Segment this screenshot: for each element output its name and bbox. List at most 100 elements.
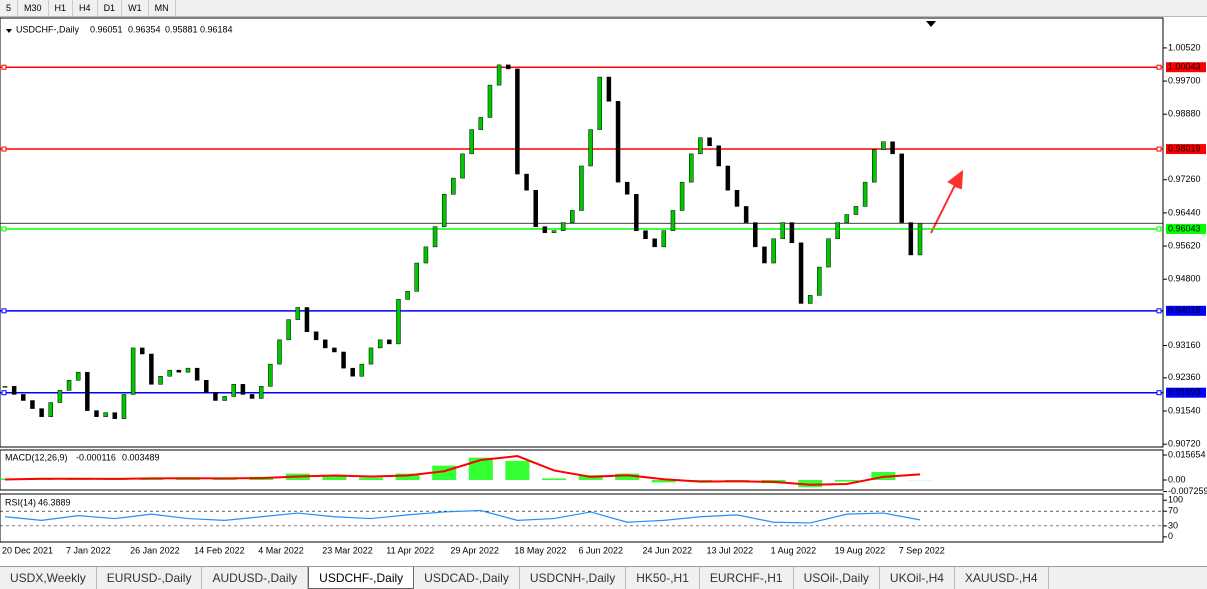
candle — [470, 130, 474, 154]
candle — [223, 396, 227, 400]
level-label: 0.94018 — [1168, 305, 1201, 315]
candle — [506, 65, 510, 69]
x-tick-label: 19 Aug 2022 — [835, 545, 886, 555]
arrow-annotation — [931, 172, 962, 233]
candle — [387, 340, 391, 344]
chart-tab[interactable]: AUDUSD-,Daily — [202, 567, 308, 589]
candle — [644, 231, 648, 239]
candle — [753, 223, 757, 247]
y-tick-label: 0.93160 — [1168, 340, 1201, 350]
candle — [891, 142, 895, 154]
macd-bar — [505, 461, 529, 480]
candle — [817, 267, 821, 295]
x-tick-label: 14 Feb 2022 — [194, 545, 245, 555]
candle — [250, 394, 254, 398]
rsi-tick-label: 30 — [1168, 520, 1178, 530]
x-tick-label: 7 Sep 2022 — [899, 545, 945, 555]
candle — [726, 166, 730, 190]
candle — [863, 182, 867, 206]
chart-tab[interactable]: EURCHF-,H1 — [700, 567, 794, 589]
candle — [735, 190, 739, 206]
candle — [378, 340, 382, 348]
y-tick-label: 0.95620 — [1168, 240, 1201, 250]
candle — [3, 386, 7, 387]
candle — [104, 413, 108, 417]
candle — [762, 247, 766, 263]
dropdown — [6, 29, 12, 33]
chart-tab[interactable]: UKOil-,H4 — [880, 567, 955, 589]
candle — [497, 65, 501, 85]
candle — [186, 368, 190, 372]
level-label: 0.98019 — [1168, 143, 1201, 153]
candle — [241, 384, 245, 394]
candle — [680, 182, 684, 210]
candle — [845, 215, 849, 223]
candle — [808, 295, 812, 303]
candle — [479, 117, 483, 129]
candle — [515, 69, 519, 174]
candle — [58, 390, 62, 402]
candle — [543, 227, 547, 233]
candle — [625, 182, 629, 194]
candle — [918, 223, 922, 255]
x-tick-label: 18 May 2022 — [514, 545, 566, 555]
candle — [85, 372, 89, 410]
chart-tab[interactable]: XAUUSD-,H4 — [955, 567, 1049, 589]
candle — [332, 348, 336, 352]
macd-title: MACD(12,26,9) — [5, 452, 68, 462]
candle — [561, 223, 565, 231]
candle — [21, 394, 25, 400]
level-handle — [1157, 309, 1161, 313]
level-handle — [1157, 391, 1161, 395]
candle — [204, 380, 208, 392]
candle — [689, 154, 693, 182]
candle — [534, 190, 538, 226]
candle — [296, 308, 300, 320]
chart-tab[interactable]: USDX,Weekly — [0, 567, 97, 589]
candle — [95, 411, 99, 417]
candle — [662, 231, 666, 247]
level-label: 0.91993 — [1168, 387, 1201, 397]
candle — [451, 178, 455, 194]
chart-tab[interactable]: HK50-,H1 — [626, 567, 700, 589]
level-handle — [1157, 227, 1161, 231]
ohlc-value: 0.96184 — [200, 24, 233, 34]
candle — [717, 146, 721, 166]
candle — [369, 348, 373, 364]
level-handle — [2, 147, 6, 151]
candle — [351, 368, 355, 376]
candle — [396, 299, 400, 343]
candle — [433, 227, 437, 247]
candle — [314, 332, 318, 340]
x-tick-label: 24 Jun 2022 — [643, 545, 693, 555]
level-label: 1.00043 — [1168, 62, 1201, 72]
candle — [122, 394, 126, 418]
rsi-tick-label: 70 — [1168, 506, 1178, 516]
candle — [799, 243, 803, 304]
candle — [159, 376, 163, 384]
chart-tab[interactable]: USDCHF-,Daily — [308, 567, 414, 589]
chart-tab[interactable]: USDCAD-,Daily — [414, 567, 520, 589]
macd-bar — [359, 478, 383, 480]
ohlc-value: 0.95881 — [165, 24, 198, 34]
x-tick-label: 11 Apr 2022 — [386, 545, 434, 555]
candle — [213, 392, 217, 400]
x-tick-label: 1 Aug 2022 — [771, 545, 817, 555]
candle — [195, 368, 199, 380]
chart-tab[interactable]: EURUSD-,Daily — [97, 567, 203, 589]
chart-tab[interactable]: USOil-,Daily — [794, 567, 880, 589]
level-handle — [2, 391, 6, 395]
macd-signal-value: 0.003489 — [122, 452, 160, 462]
candle — [607, 77, 611, 101]
chart: 1.005200.997000.988800.972600.964400.956… — [0, 0, 1207, 566]
macd-bar — [542, 478, 566, 480]
y-tick-label: 0.94800 — [1168, 274, 1201, 284]
x-tick-label: 4 Mar 2022 — [258, 545, 304, 555]
x-tick-label: 6 Jun 2022 — [578, 545, 623, 555]
candle — [305, 308, 309, 332]
chart-tab[interactable]: USDCNH-,Daily — [520, 567, 626, 589]
candle — [698, 138, 702, 154]
y-tick-label: 1.00520 — [1168, 42, 1201, 52]
candle — [790, 223, 794, 243]
